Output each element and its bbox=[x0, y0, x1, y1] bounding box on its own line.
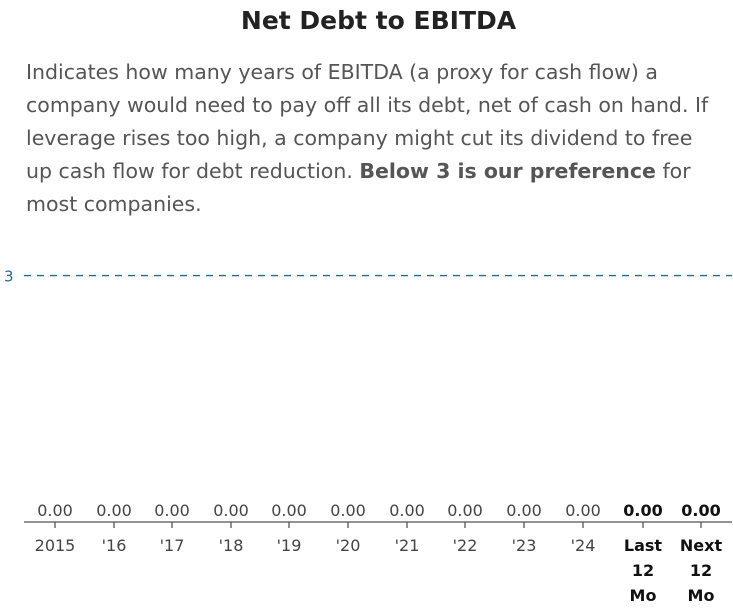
description-text: Indicates how many years of EBITDA (a pr… bbox=[26, 60, 709, 183]
data-label: 0.00 bbox=[389, 501, 425, 520]
data-label: 0.00 bbox=[96, 501, 132, 520]
x-tick-label: '17 bbox=[160, 536, 185, 555]
x-tick-label: '21 bbox=[395, 536, 420, 555]
x-tick-label-line: 12 bbox=[690, 561, 712, 580]
x-tick-label: 2015 bbox=[35, 536, 76, 555]
x-tick-label: '18 bbox=[219, 536, 244, 555]
page-title: Net Debt to EBITDA bbox=[240, 6, 517, 35]
data-label: 0.00 bbox=[447, 501, 483, 520]
data-label: 0.00 bbox=[154, 501, 190, 520]
x-tick-label-line: '17 bbox=[160, 536, 185, 555]
x-tick-label: '23 bbox=[512, 536, 537, 555]
x-tick-label-line: Next bbox=[680, 536, 723, 555]
x-tick-label-line: Mo bbox=[630, 586, 657, 605]
reference-line-label: 3 bbox=[4, 268, 14, 286]
x-tick-label-line: '21 bbox=[395, 536, 420, 555]
x-tick-label-line: Mo bbox=[688, 586, 715, 605]
x-tick-label-line: '22 bbox=[453, 536, 478, 555]
x-tick-label-line: Last bbox=[624, 536, 663, 555]
data-label: 0.00 bbox=[213, 501, 249, 520]
x-tick-label-line: '23 bbox=[512, 536, 537, 555]
x-tick-label: '20 bbox=[336, 536, 361, 555]
x-tick-label-line: '16 bbox=[102, 536, 127, 555]
x-tick-label-line: '18 bbox=[219, 536, 244, 555]
x-tick-label: '24 bbox=[571, 536, 596, 555]
x-tick-label: '19 bbox=[277, 536, 302, 555]
x-tick-label: Next 12 Mo bbox=[680, 536, 723, 605]
data-label: 0.00 bbox=[506, 501, 542, 520]
x-tick-label: Last 12 Mo bbox=[624, 536, 663, 605]
x-tick-label: '22 bbox=[453, 536, 478, 555]
x-tick-label-line: 2015 bbox=[35, 536, 76, 555]
data-label: 0.00 bbox=[37, 501, 73, 520]
chart-description: Indicates how many years of EBITDA (a pr… bbox=[26, 56, 716, 221]
x-tick-label-line: '19 bbox=[277, 536, 302, 555]
data-label: 0.00 bbox=[565, 501, 601, 520]
data-label: 0.00 bbox=[271, 501, 307, 520]
description-emphasis: Below 3 is our preference bbox=[359, 159, 656, 183]
x-tick-label-line: 12 bbox=[632, 561, 654, 580]
x-tick-label-line: '20 bbox=[336, 536, 361, 555]
description-text-end: for most companies. bbox=[26, 159, 691, 216]
x-tick-label-line: '24 bbox=[571, 536, 596, 555]
data-label: 0.00 bbox=[623, 501, 662, 520]
x-tick-label: '16 bbox=[102, 536, 127, 555]
data-label: 0.00 bbox=[330, 501, 366, 520]
data-label: 0.00 bbox=[681, 501, 720, 520]
